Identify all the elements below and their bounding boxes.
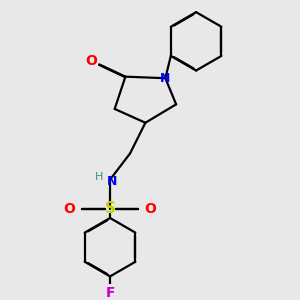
Text: S: S	[105, 201, 116, 216]
Text: H: H	[95, 172, 103, 182]
Text: O: O	[64, 202, 75, 216]
Text: O: O	[86, 54, 98, 68]
Text: O: O	[145, 202, 157, 216]
Text: F: F	[105, 286, 115, 300]
Text: N: N	[106, 175, 117, 188]
Text: N: N	[160, 72, 171, 85]
